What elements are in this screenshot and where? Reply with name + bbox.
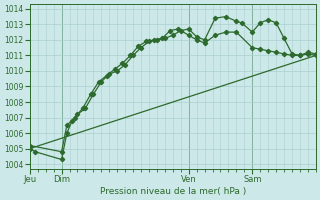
X-axis label: Pression niveau de la mer( hPa ): Pression niveau de la mer( hPa ) (100, 187, 246, 196)
